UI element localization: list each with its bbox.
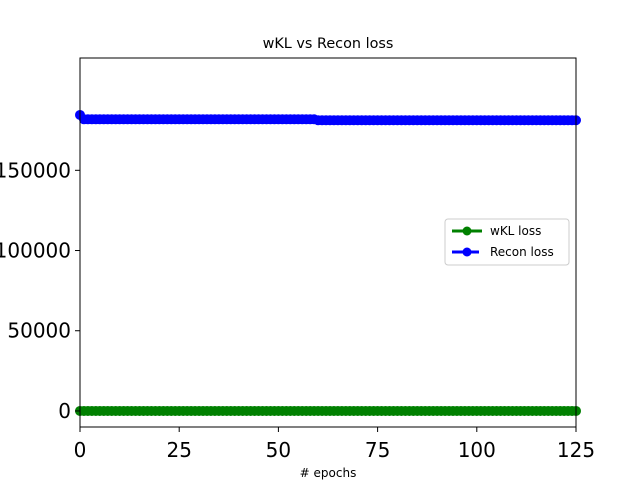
plot-frame	[79, 57, 577, 428]
y-tick-label: 0	[58, 399, 71, 423]
y-tick-label: 100000	[0, 239, 71, 263]
x-axis-label: # epochs	[300, 466, 357, 480]
legend-swatch-marker	[462, 226, 472, 236]
y-tick-label: 150000	[0, 158, 71, 182]
x-tick-label: 75	[365, 438, 390, 462]
legend: wKL loss Recon loss	[444, 218, 570, 266]
x-axis: 0 25 50 75 100 125	[74, 427, 595, 462]
legend-label: Recon loss	[490, 245, 554, 259]
legend-label: wKL loss	[490, 224, 541, 238]
y-tick-label: 50000	[7, 319, 71, 343]
y-axis: 0 50000 100000 150000	[0, 158, 80, 423]
x-tick-label: 50	[266, 438, 291, 462]
x-tick-label: 125	[557, 438, 595, 462]
chart-title: wKL vs Recon loss	[263, 36, 394, 52]
x-tick-label: 0	[74, 438, 87, 462]
legend-swatch-marker	[462, 247, 472, 257]
series-layer	[75, 109, 581, 416]
x-tick-label: 100	[458, 438, 496, 462]
x-tick-label: 25	[166, 438, 191, 462]
